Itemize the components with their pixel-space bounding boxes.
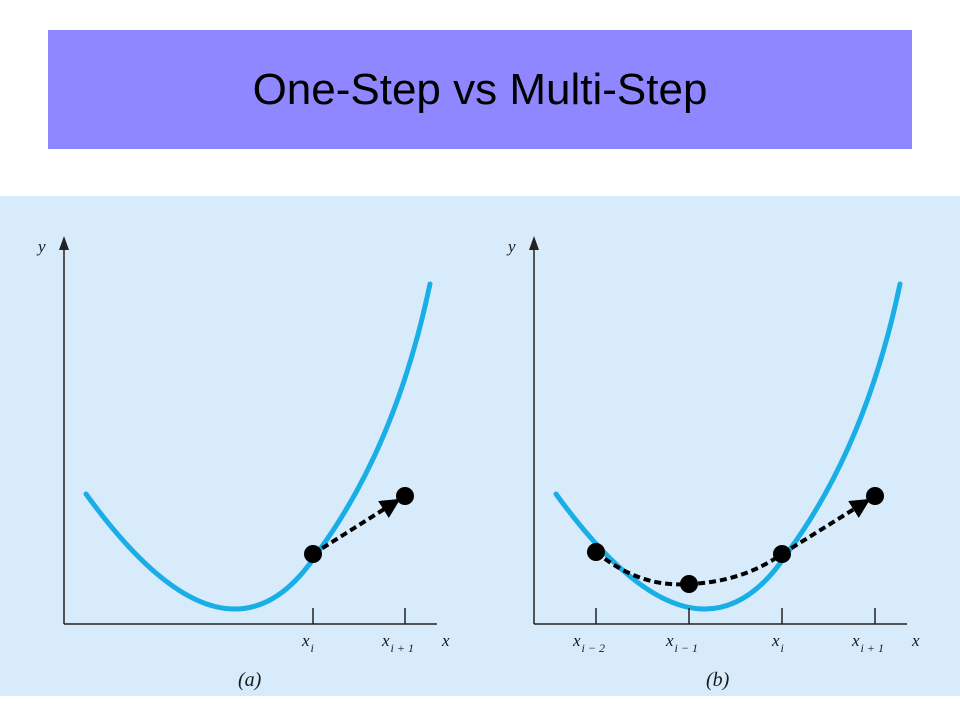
- x-axis-label: x: [911, 631, 920, 650]
- point-xi: [304, 545, 322, 563]
- x-axis-label: x: [441, 631, 450, 650]
- diagram-svg: y x xi xi + 1 (a) y x: [0, 196, 960, 696]
- title-bar: One-Step vs Multi-Step: [48, 30, 912, 149]
- panel-a: y x xi xi + 1 (a): [36, 236, 450, 691]
- tick-label-xi-plus-1: xi + 1: [851, 631, 884, 655]
- point-xi-minus-1: [680, 575, 698, 593]
- tick-label-xi-minus-1: xi − 1: [665, 631, 698, 655]
- diagram-figure: y x xi xi + 1 (a) y x: [0, 196, 960, 696]
- point-xi: [773, 545, 791, 563]
- y-axis-label: y: [506, 237, 516, 256]
- tick-label-xi-plus-1: xi + 1: [381, 631, 414, 655]
- caption-a: (a): [238, 669, 262, 691]
- caption-b: (b): [706, 669, 730, 691]
- point-xi-plus-1: [396, 487, 414, 505]
- y-axis-arrow-icon: [529, 236, 539, 250]
- point-xi-plus-1: [866, 487, 884, 505]
- tick-label-xi: xi: [771, 631, 784, 655]
- panel-background: [0, 196, 960, 696]
- y-axis-arrow-icon: [59, 236, 69, 250]
- step-arrow: [780, 498, 871, 556]
- tick-label-xi: xi: [301, 631, 314, 655]
- point-xi-minus-2: [587, 543, 605, 561]
- slide-title: One-Step vs Multi-Step: [252, 64, 708, 114]
- step-arrow: [311, 498, 401, 556]
- y-axis-label: y: [36, 237, 46, 256]
- tick-label-xi-minus-2: xi − 2: [572, 631, 605, 655]
- panel-b: y x xi − 2 xi − 1 xi xi + 1 (b): [506, 236, 920, 691]
